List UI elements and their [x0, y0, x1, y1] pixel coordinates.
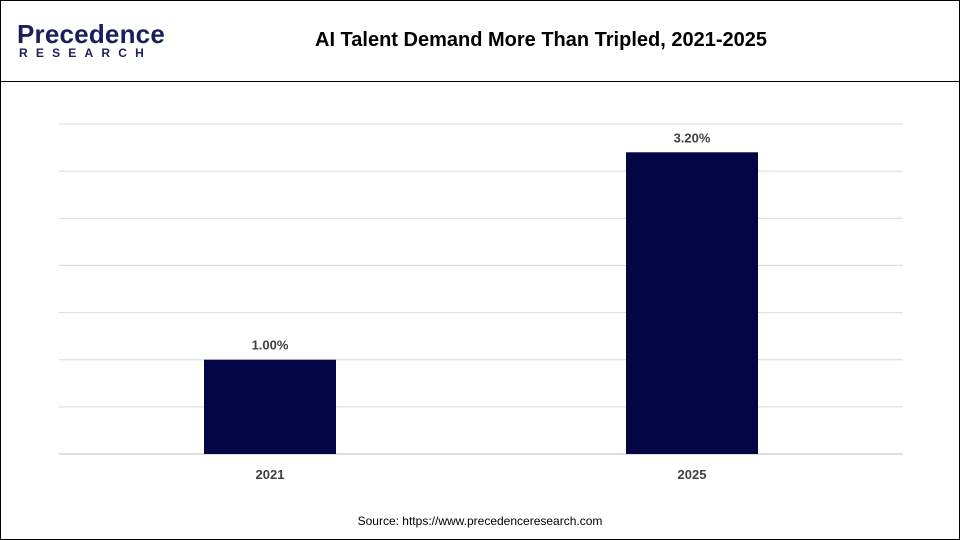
- x-tick-labels: 2021 2025: [256, 467, 707, 482]
- bar-2021: [204, 359, 336, 454]
- x-tick-label-2021: 2021: [256, 467, 285, 482]
- data-label-2025: 3.20%: [674, 130, 711, 145]
- data-labels: 1.00% 3.20%: [252, 130, 711, 352]
- precedence-research-logo: Precedence RESEARCH: [17, 19, 167, 63]
- logo-wordmark: Precedence: [17, 19, 165, 49]
- bar-2025: [626, 152, 758, 455]
- x-tick-label-2025: 2025: [678, 467, 707, 482]
- chart-title: AI Talent Demand More Than Tripled, 2021…: [315, 29, 767, 51]
- header: Precedence RESEARCH AI Talent Demand Mor…: [1, 1, 959, 82]
- bars: [204, 152, 758, 455]
- data-label-2021: 1.00%: [252, 338, 289, 353]
- logo-subtitle: RESEARCH: [19, 46, 152, 60]
- gridlines: [59, 123, 903, 455]
- source-note: Source: https://www.precedenceresearch.c…: [357, 514, 603, 528]
